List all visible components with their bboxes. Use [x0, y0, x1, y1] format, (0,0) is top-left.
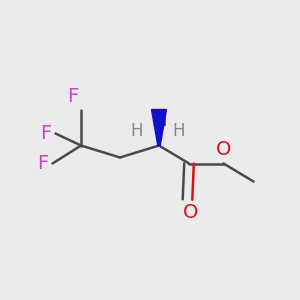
Text: O: O [216, 140, 231, 159]
Text: F: F [67, 88, 78, 106]
Text: N: N [152, 111, 166, 130]
Polygon shape [152, 110, 166, 146]
Text: F: F [37, 154, 48, 173]
Text: H: H [172, 122, 185, 140]
Text: F: F [40, 124, 51, 143]
Text: H: H [130, 122, 142, 140]
Text: O: O [183, 202, 198, 221]
